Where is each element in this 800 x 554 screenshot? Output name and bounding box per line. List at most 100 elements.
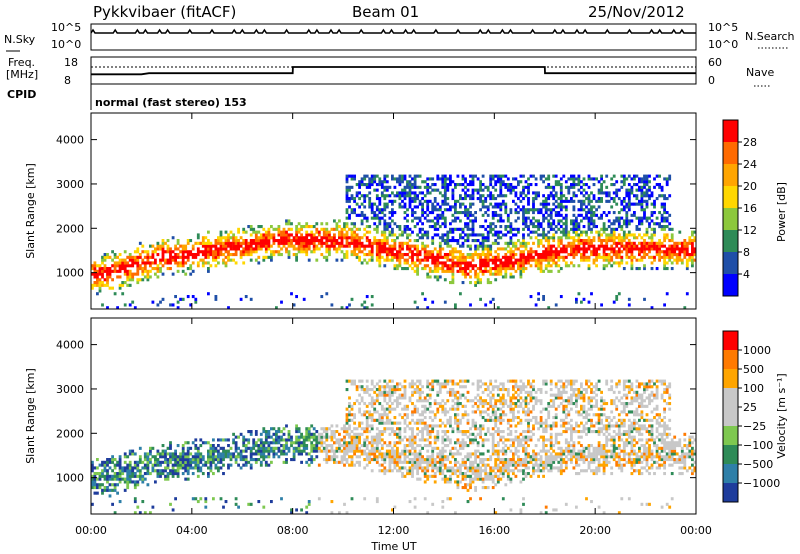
power-cell <box>297 241 301 245</box>
power-cell <box>385 247 389 251</box>
power-cell <box>159 267 162 271</box>
power-cell <box>501 194 505 198</box>
velocity-cell <box>388 452 392 456</box>
power-cell <box>181 244 185 248</box>
velocity-cell <box>365 385 369 389</box>
power-cell <box>413 174 417 178</box>
velocity-cell <box>209 444 213 448</box>
velocity-cell <box>358 402 361 406</box>
velocity-cell <box>350 413 354 417</box>
power-cell <box>517 205 520 209</box>
power-cell <box>456 241 460 245</box>
power-cell <box>93 269 97 273</box>
power-cell <box>169 255 172 259</box>
power-cell <box>638 219 641 223</box>
power-cell <box>446 233 450 237</box>
velocity-cell <box>363 444 367 448</box>
power-cell <box>156 269 160 273</box>
power-cell <box>582 216 586 220</box>
power-cell <box>489 269 493 273</box>
velocity-cell <box>126 455 130 459</box>
power-cell <box>597 216 601 220</box>
velocity-cell <box>108 460 112 464</box>
velocity-cell <box>393 458 397 462</box>
velocity-cell <box>234 446 238 450</box>
power-cell <box>643 267 646 271</box>
power-cell <box>396 236 399 240</box>
power-cell <box>559 236 563 240</box>
power-cell <box>433 199 437 203</box>
power-cell <box>582 297 586 301</box>
velocity-cell <box>378 421 382 425</box>
power-cell <box>645 202 649 206</box>
power-cell <box>249 250 253 254</box>
power-cell <box>484 267 488 271</box>
power-cell <box>126 283 130 287</box>
power-cell <box>650 239 654 243</box>
power-cell <box>620 174 624 178</box>
power-cell <box>443 180 447 184</box>
velocity-cell <box>131 452 135 456</box>
velocity-cell <box>146 455 150 459</box>
velocity-cell <box>426 469 430 473</box>
power-cell <box>554 194 558 198</box>
power-cell <box>199 258 203 262</box>
power-cell <box>161 239 165 243</box>
power-cell <box>368 258 372 262</box>
velocity-cell <box>149 458 152 462</box>
power-cell <box>378 216 382 220</box>
velocity-cell <box>403 379 407 383</box>
power-cell <box>426 205 430 209</box>
power-cell <box>411 199 414 203</box>
power-cell <box>181 269 185 273</box>
power-cell <box>252 230 256 234</box>
power-cell <box>459 244 462 248</box>
velocity-cell <box>196 452 200 456</box>
power-cell <box>398 233 402 237</box>
power-cell <box>325 230 329 234</box>
power-cell <box>403 177 407 181</box>
velocity-cell <box>317 449 321 453</box>
velocity-cell <box>388 466 392 470</box>
velocity-cell <box>411 402 414 406</box>
power-cell <box>136 247 140 251</box>
velocity-cell <box>186 441 190 445</box>
power-cell <box>640 219 644 223</box>
power-cell <box>655 247 659 251</box>
power-cell <box>552 227 556 231</box>
velocity-cell <box>106 488 109 492</box>
power-cell <box>401 241 404 245</box>
velocity-cell <box>370 441 374 445</box>
velocity-cell <box>373 407 377 411</box>
velocity-cell <box>385 416 389 420</box>
power-cell <box>471 255 475 259</box>
power-cell <box>537 261 540 265</box>
power-cell <box>383 227 387 231</box>
velocity-cell <box>383 460 387 464</box>
power-cell <box>522 222 525 226</box>
velocity-cell <box>345 379 349 383</box>
velocity-cell <box>106 486 109 490</box>
power-cell <box>575 227 578 231</box>
power-cell <box>433 183 437 187</box>
velocity-cell <box>315 438 319 442</box>
power-cell <box>325 258 329 262</box>
power-cell <box>224 250 228 254</box>
power-cell <box>348 199 351 203</box>
velocity-cell <box>454 393 457 397</box>
velocity-cell <box>161 452 165 456</box>
velocity-cell <box>456 460 460 464</box>
power-cell <box>675 258 679 262</box>
power-cell <box>320 244 324 248</box>
power-cell <box>436 227 440 231</box>
power-cell <box>481 205 485 209</box>
velocity-cell <box>113 458 117 462</box>
velocity-cell <box>136 469 140 473</box>
power-cell <box>93 264 97 268</box>
power-cell <box>582 208 586 212</box>
power-cell <box>509 222 513 226</box>
power-cell <box>471 239 475 243</box>
velocity-cell <box>363 410 367 414</box>
velocity-cell <box>438 390 442 394</box>
power-cell <box>146 261 150 265</box>
